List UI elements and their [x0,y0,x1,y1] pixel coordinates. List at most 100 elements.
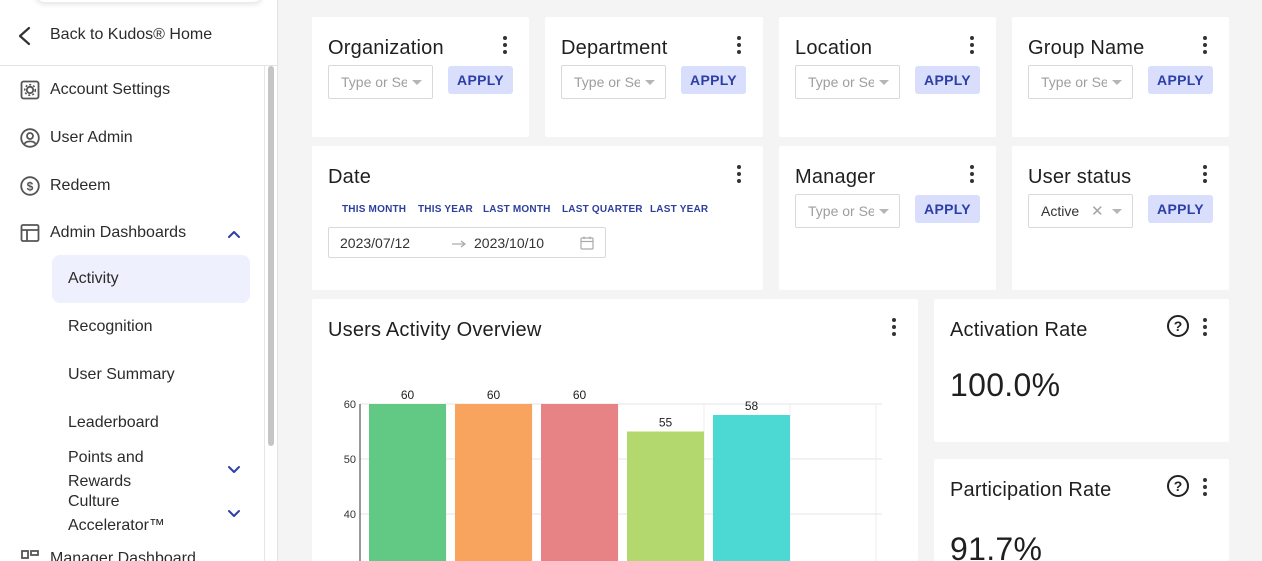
y-tick-label: 60 [344,399,356,411]
sidebar-subitem-label: User Summary [68,366,175,383]
activation-rate-card: Activation Rate ? 100.0% [934,299,1229,442]
organization-select[interactable]: Type or Se [328,65,433,99]
dropdown-arrow-icon [1112,80,1122,85]
group-name-title: Group Name [1028,37,1145,59]
bar [627,431,704,561]
sidebar-subitem-label: Recognition [68,318,153,335]
manager-filter-card: Manager Type or Se APPLY [779,146,996,290]
location-select[interactable]: Type or Se [795,65,900,99]
manager-title: Manager [795,166,876,188]
select-placeholder: Type or Se [808,203,874,219]
sidebar: Back to Kudos® Home Account Settings Use… [0,0,278,561]
quick-this-month-button[interactable]: THIS MONTH [342,204,407,215]
sidebar-subitem-label: Activity [68,270,119,287]
sidebar-subitem-label: Culture Accelerator™ [68,493,165,534]
chevron-down-icon[interactable] [226,462,242,478]
more-options-icon[interactable] [1202,165,1208,183]
department-title: Department [561,37,668,59]
sidebar-subitem-leaderboard[interactable]: Leaderboard [52,399,250,447]
chevron-left-icon [18,26,31,46]
apply-button[interactable]: APPLY [1148,66,1213,94]
more-options-icon[interactable] [736,165,742,183]
sidebar-item-label: Manager Dashboard [50,550,196,561]
sidebar-item-manager-dashboard[interactable]: Manager Dashboard [0,540,263,561]
more-options-icon[interactable] [1202,318,1208,336]
quick-last-month-button[interactable]: LAST MONTH [483,204,551,215]
sidebar-subitem-recognition[interactable]: Recognition [52,303,250,351]
department-select[interactable]: Type or Se [561,65,666,99]
sidebar-subitem-label: Leaderboard [68,414,159,431]
sidebar-subitem-label: Points and Rewards [68,449,144,490]
sidebar-item-account-settings[interactable]: Account Settings [0,71,263,111]
participation-rate-title: Participation Rate [950,479,1112,501]
svg-text:$: $ [27,180,34,194]
chevron-down-icon[interactable] [226,506,242,522]
participation-rate-card: Participation Rate ? 91.7% [934,459,1229,561]
select-value: Active [1041,203,1080,219]
sidebar-scrollbar[interactable] [268,66,274,446]
bar [455,404,532,561]
quick-last-year-button[interactable]: LAST YEAR [650,204,709,215]
sidebar-scroll-track [264,66,265,561]
location-filter-card: Location Type or Se APPLY [779,17,996,137]
more-options-icon[interactable] [1202,36,1208,54]
sidebar-subitem-user-summary[interactable]: User Summary [52,351,250,399]
organization-title: Organization [328,37,444,59]
apply-button[interactable]: APPLY [681,66,746,94]
arrow-right-icon [452,240,466,248]
more-options-icon[interactable] [969,165,975,183]
help-icon[interactable]: ? [1167,315,1189,337]
calendar-icon[interactable] [580,236,594,250]
sidebar-item-user-admin[interactable]: User Admin [0,119,263,159]
user-status-filter-card: User status Active ✕ APPLY [1012,146,1229,290]
manager-select[interactable]: Type or Se [795,194,900,228]
organization-filter-card: Organization Type or Se APPLY [312,17,529,137]
sidebar-subitem-culture-accelerator[interactable]: Culture Accelerator™ [52,490,250,540]
dropdown-arrow-icon [1112,209,1122,214]
more-options-icon[interactable] [891,318,897,336]
sidebar-subitem-activity[interactable]: Activity [52,255,250,303]
dropdown-arrow-icon [879,209,889,214]
group-name-select[interactable]: Type or Se [1028,65,1133,99]
apply-button[interactable]: APPLY [915,195,980,223]
more-options-icon[interactable] [1202,478,1208,496]
activation-rate-title: Activation Rate [950,319,1088,341]
date-range-picker[interactable]: 2023/07/12 2023/10/10 [328,227,606,258]
apply-button[interactable]: APPLY [915,66,980,94]
more-options-icon[interactable] [736,36,742,54]
group-name-filter-card: Group Name Type or Se APPLY [1012,17,1229,137]
clear-icon[interactable]: ✕ [1091,203,1104,220]
y-tick-label: 50 [344,454,356,466]
sidebar-item-label: User Admin [50,129,133,146]
dropdown-arrow-icon [412,80,422,85]
sidebar-subitem-points-and-rewards[interactable]: Points and Rewards [52,446,250,490]
quick-this-year-button[interactable]: THIS YEAR [418,204,473,215]
help-icon[interactable]: ? [1167,475,1189,497]
user-status-select[interactable]: Active ✕ [1028,194,1133,228]
bar-value-label: 60 [487,388,501,402]
more-options-icon[interactable] [502,36,508,54]
more-options-icon[interactable] [969,36,975,54]
back-to-home-link[interactable]: Back to Kudos® Home [0,0,277,66]
users-activity-overview-title: Users Activity Overview [328,319,542,341]
apply-button[interactable]: APPLY [1148,195,1213,223]
sidebar-item-admin-dashboards[interactable]: Admin Dashboards [0,214,263,254]
bar [713,415,790,561]
dropdown-arrow-icon [645,80,655,85]
dropdown-arrow-icon [879,80,889,85]
users-activity-overview-card: Users Activity Overview 40 50 60 60 60 60 55 58 [312,299,918,561]
users-activity-bar-chart: 40 50 60 60 60 60 55 58 [344,388,882,561]
bar-value-label: 55 [659,416,673,430]
end-date-input[interactable]: 2023/10/10 [474,235,545,251]
chevron-up-icon[interactable] [226,226,242,242]
bar-value-label: 60 [401,388,415,402]
location-title: Location [795,37,873,59]
sidebar-item-redeem[interactable]: $ Redeem [0,167,263,207]
apply-button[interactable]: APPLY [448,66,513,94]
quick-last-quarter-button[interactable]: LAST QUARTER [562,204,643,215]
sidebar-item-label: Redeem [50,177,111,194]
select-placeholder: Type or Se [341,74,407,90]
bar-value-label: 60 [573,388,587,402]
start-date-input[interactable]: 2023/07/12 [340,235,411,251]
bar [541,404,618,561]
